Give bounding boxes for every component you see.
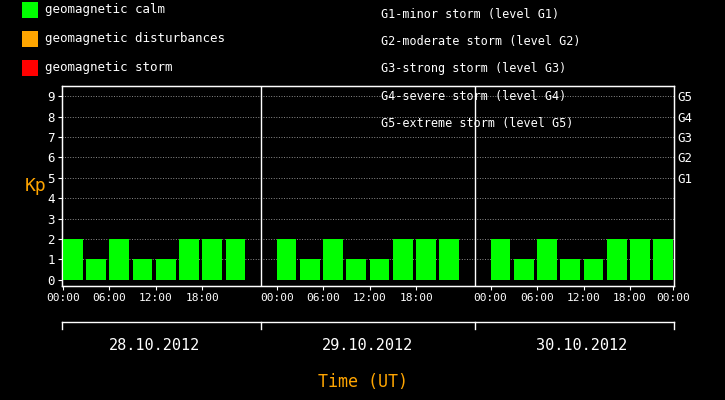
Bar xyxy=(370,260,389,280)
Text: 28.10.2012: 28.10.2012 xyxy=(109,338,199,354)
Text: G1-minor storm (level G1): G1-minor storm (level G1) xyxy=(381,8,559,21)
Bar xyxy=(607,239,626,280)
Text: geomagnetic disturbances: geomagnetic disturbances xyxy=(45,32,225,45)
Bar xyxy=(416,239,436,280)
Text: geomagnetic storm: geomagnetic storm xyxy=(45,61,173,74)
Bar xyxy=(179,239,199,280)
Bar xyxy=(537,239,557,280)
Bar xyxy=(202,239,222,280)
Bar xyxy=(300,260,320,280)
Bar xyxy=(439,239,459,280)
Bar xyxy=(347,260,366,280)
Bar xyxy=(63,239,83,280)
Text: G2-moderate storm (level G2): G2-moderate storm (level G2) xyxy=(381,35,580,48)
Bar xyxy=(109,239,129,280)
Bar xyxy=(393,239,413,280)
Text: 29.10.2012: 29.10.2012 xyxy=(323,338,413,354)
Bar xyxy=(514,260,534,280)
Text: G5-extreme storm (level G5): G5-extreme storm (level G5) xyxy=(381,117,573,130)
Bar xyxy=(653,239,673,280)
Bar xyxy=(491,239,510,280)
Bar xyxy=(584,260,603,280)
Bar xyxy=(86,260,106,280)
Text: G3-strong storm (level G3): G3-strong storm (level G3) xyxy=(381,62,566,76)
Text: geomagnetic calm: geomagnetic calm xyxy=(45,4,165,16)
Bar xyxy=(156,260,175,280)
Text: Time (UT): Time (UT) xyxy=(318,373,407,391)
Bar xyxy=(225,239,245,280)
Bar xyxy=(630,239,650,280)
Text: G4-severe storm (level G4): G4-severe storm (level G4) xyxy=(381,90,566,102)
Text: 30.10.2012: 30.10.2012 xyxy=(536,338,627,354)
Bar xyxy=(133,260,152,280)
Bar xyxy=(323,239,343,280)
Y-axis label: Kp: Kp xyxy=(25,177,47,195)
Bar xyxy=(277,239,297,280)
Bar xyxy=(560,260,580,280)
